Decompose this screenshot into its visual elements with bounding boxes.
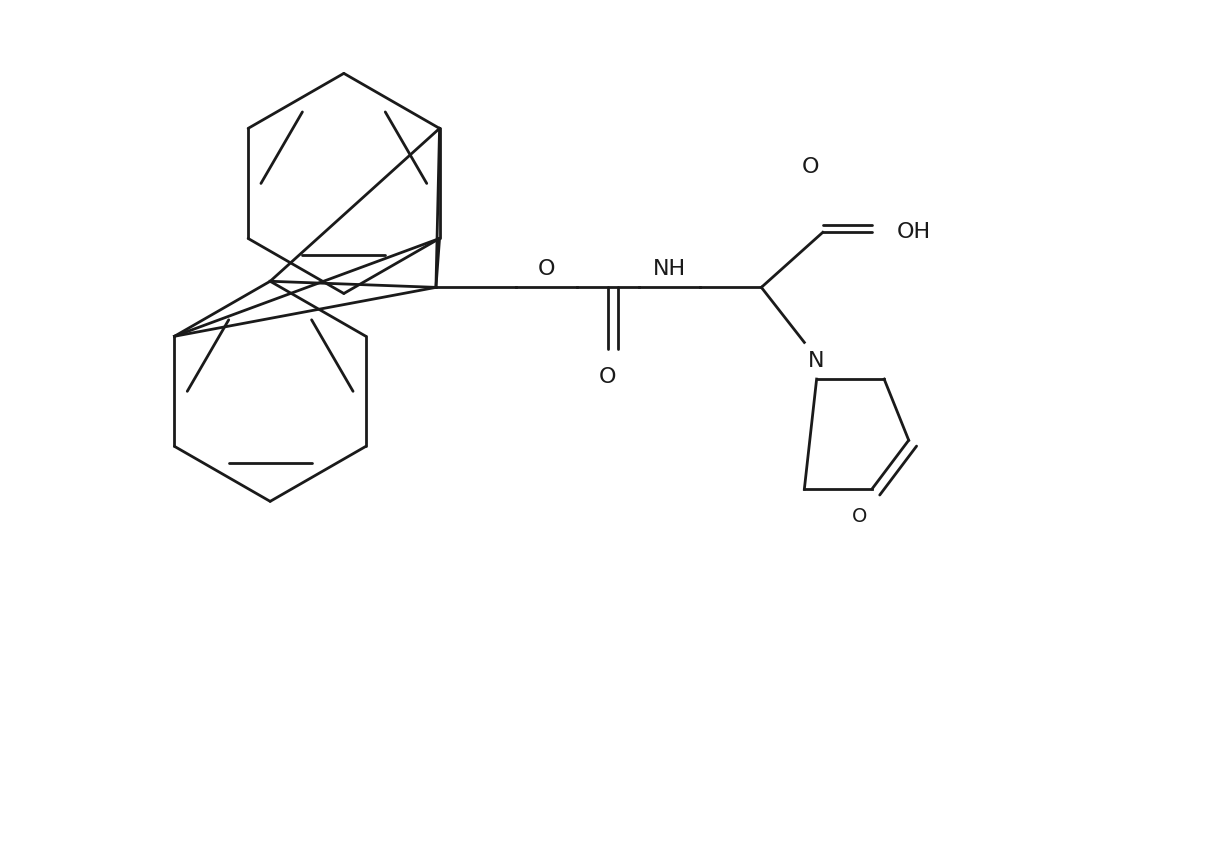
Text: O: O xyxy=(802,158,819,177)
Text: O: O xyxy=(538,259,555,279)
Text: O: O xyxy=(599,367,616,387)
Text: NH: NH xyxy=(653,259,685,279)
Text: OH: OH xyxy=(896,223,931,242)
Text: N: N xyxy=(808,351,825,371)
Text: O: O xyxy=(852,508,867,526)
